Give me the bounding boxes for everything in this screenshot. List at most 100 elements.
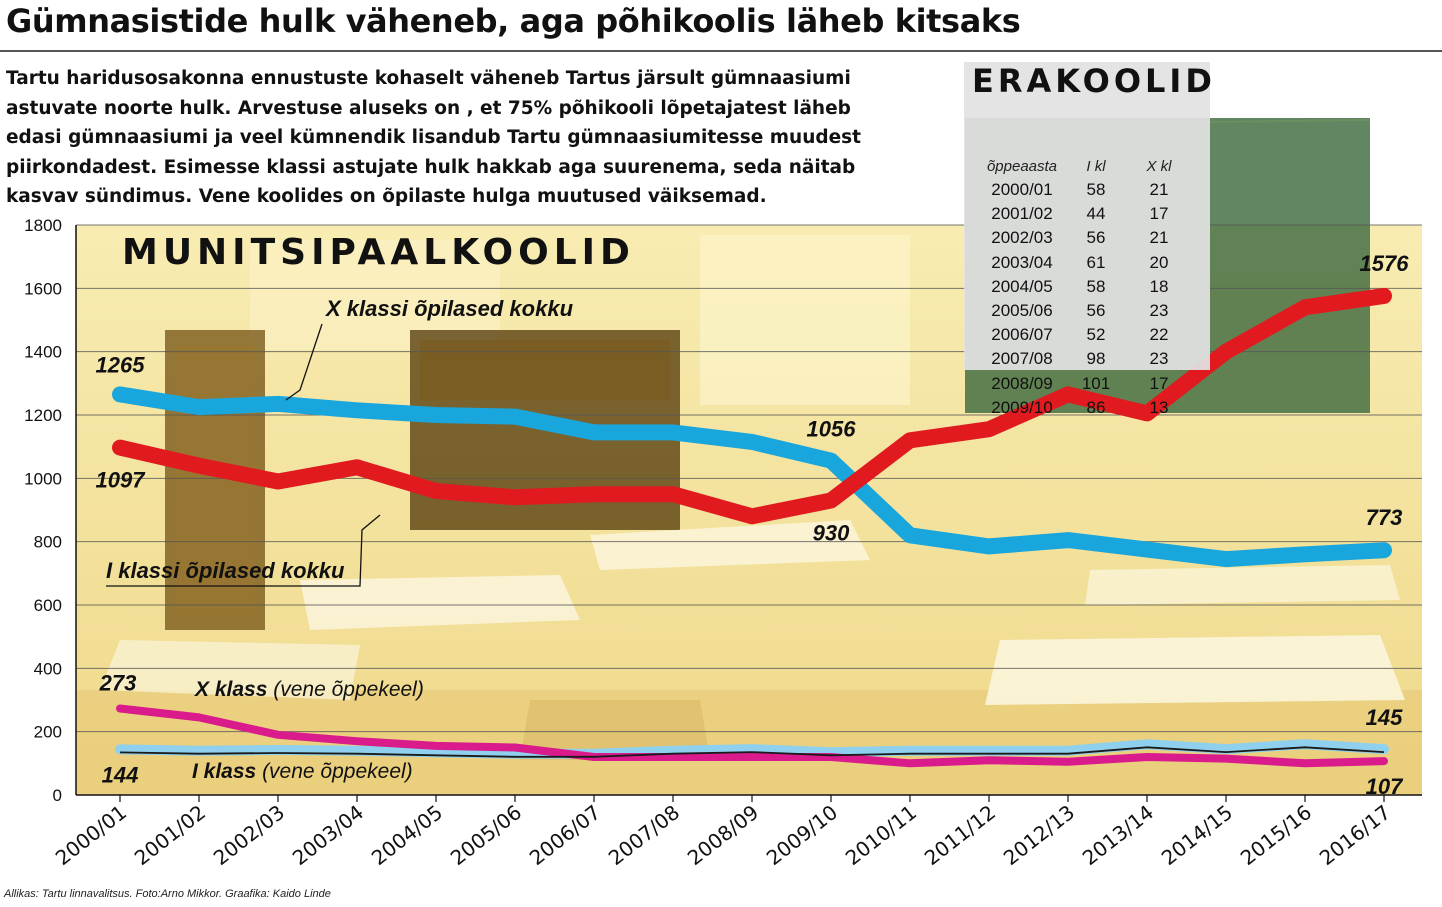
headline: Gümnasistide hulk väheneb, aga põhikooli… xyxy=(6,2,1021,40)
legend-leader-x-klass-kokku xyxy=(285,323,323,401)
y-tick-label: 200 xyxy=(34,723,62,742)
lede-line: edasi gümnaasiumi ja veel kümnendik lisa… xyxy=(6,127,862,148)
series-line xyxy=(115,739,1389,759)
y-gridlines xyxy=(76,224,1422,733)
data-labels: 1265 1097 1056 930 1576 773 273 144 145 107 xyxy=(96,251,1410,799)
x-tick-label: 2010/11 xyxy=(841,800,921,870)
legend-i-klass-kokku: I klassi õpilased kokku xyxy=(106,558,345,583)
headline-divider xyxy=(0,50,1442,52)
x-tick-label: 2008/09 xyxy=(683,800,763,870)
legend-i-klass-vene: I klass (vene õppekeel) xyxy=(192,760,413,783)
erakoolid-cell: 58 xyxy=(1086,180,1106,199)
erakoolid-cell: 17 xyxy=(1149,204,1169,224)
header-cell: I kl xyxy=(1086,158,1106,175)
erakoolid-cell: 2004/05 xyxy=(991,276,1053,296)
y-tick-label: 0 xyxy=(53,786,62,805)
legend-i-klass-vene-main: I klass xyxy=(192,760,262,783)
erakoolid-cell: 2001/02 xyxy=(991,204,1053,224)
erakoolid-row: 2003/04 61 20 xyxy=(964,253,1210,277)
erakoolid-cell: 2007/08 xyxy=(991,349,1053,369)
erakoolid-cell: 61 xyxy=(1086,252,1106,272)
y-tick-label: 1400 xyxy=(24,343,62,362)
lede-line: Tartu haridusosakonna ennustuste kohasel… xyxy=(6,68,851,89)
x-tick-label: 2014/15 xyxy=(1157,800,1237,870)
data-label: 1056 xyxy=(807,417,857,442)
erakoolid-cell: 2006/07 xyxy=(991,325,1053,345)
x-tick-label: 2005/06 xyxy=(446,800,526,870)
erakoolid-cell: 2002/03 xyxy=(991,228,1053,248)
x-tick-label: 2011/12 xyxy=(920,800,1000,870)
y-tick-label: 400 xyxy=(34,659,62,678)
annotations: MUNITSIPAALKOOLID X klassi õpilased kokk… xyxy=(106,232,635,783)
x-tick-label: 2003/04 xyxy=(288,800,368,870)
data-label: 107 xyxy=(1366,774,1404,799)
legend-i-klass-vene-sub: (vene õppekeel) xyxy=(262,760,413,783)
x-tick-label: 2002/03 xyxy=(209,800,289,870)
x-tick-label: 2006/07 xyxy=(525,800,605,870)
series-line xyxy=(116,704,1388,768)
erakoolid-cell: 22 xyxy=(1149,325,1169,345)
y-tick-label: 1600 xyxy=(24,279,62,298)
x-tick-label: 2012/13 xyxy=(999,800,1079,870)
erakoolid-cell: 2003/04 xyxy=(991,252,1053,272)
data-label: 773 xyxy=(1366,505,1403,530)
data-label: 930 xyxy=(813,521,850,546)
data-label: 145 xyxy=(1366,705,1403,730)
data-label: 144 xyxy=(102,762,139,787)
erakoolid-title: ERAKOOLID xyxy=(972,62,1216,100)
erakoolid-cell: 2008/09 xyxy=(991,373,1053,393)
erakoolid-row: 2001/02 44 17 xyxy=(964,204,1210,228)
chart-title: MUNITSIPAALKOOLID xyxy=(122,232,635,273)
erakoolid-cell: 44 xyxy=(1086,204,1106,224)
x-tick-label: 2000/01 xyxy=(51,800,131,870)
legend-x-klass-vene-sub: (vene õppekeel) xyxy=(273,678,424,701)
data-label: 1265 xyxy=(96,352,146,377)
erakoolid-cell: 23 xyxy=(1149,349,1169,369)
source-credit: Allikas: Tartu linnavalitsus. Foto:Arno … xyxy=(4,888,331,900)
erakoolid-cell: 21 xyxy=(1149,228,1169,248)
erakoolid-row: 2006/07 52 22 xyxy=(964,325,1210,349)
x-tick-label: 2007/08 xyxy=(604,800,684,870)
erakoolid-cell: 101 xyxy=(1081,373,1111,393)
erakoolid-cell: 23 xyxy=(1149,301,1169,320)
y-tick-label: 1200 xyxy=(24,406,62,425)
y-tick-label: 1800 xyxy=(24,216,62,235)
erakoolid-cell: 2005/06 xyxy=(991,301,1053,320)
erakoolid-cell: 56 xyxy=(1086,301,1106,320)
y-tick-label: 1000 xyxy=(24,469,62,488)
data-label: 1097 xyxy=(96,468,147,493)
lede-paragraph: Tartu haridusosakonna ennustuste kohasel… xyxy=(6,64,956,212)
legend-x-klass-vene-main: X klass xyxy=(194,678,273,701)
x-tick-label: 2016/17 xyxy=(1315,800,1395,870)
erakoolid-row: 2000/01 58 21 xyxy=(964,180,1210,204)
erakoolid-row: 2002/03 56 21 xyxy=(964,228,1210,252)
lede-line: astuvate noorte hulk. Arvestuse aluseks … xyxy=(6,97,851,119)
header-cell: õppeaasta xyxy=(986,158,1058,175)
erakoolid-cell: 98 xyxy=(1086,349,1106,369)
erakoolid-cell: 2009/10 xyxy=(991,397,1053,417)
erakoolid-table: ERAKOOLID õppeaasta I kl X kl 2000/01 58 2… xyxy=(964,62,1212,417)
erakoolid-row: 2009/10 86 13 xyxy=(964,398,1210,422)
erakoolid-cell: 58 xyxy=(1086,276,1106,296)
x-tick-label: 2004/05 xyxy=(367,800,447,870)
erakoolid-cell: 52 xyxy=(1086,325,1106,345)
erakoolid-row: 2008/09 101 17 xyxy=(964,374,1210,398)
legend-leader-i-klass-kokku xyxy=(106,514,381,587)
series-line xyxy=(112,287,1392,525)
erakoolid-cell: 18 xyxy=(1149,276,1169,296)
erakoolid-row: 2004/05 58 18 xyxy=(964,277,1210,301)
erakoolid-header-row: õppeaasta I kl X kl xyxy=(964,158,1210,182)
erakoolid-cell: 2000/01 xyxy=(991,180,1053,199)
x-tick-label: 2009/10 xyxy=(762,800,842,870)
erakoolid-cell: 21 xyxy=(1149,180,1169,199)
legend-x-klass-vene: X klass (vene õppekeel) xyxy=(194,678,424,701)
erakoolid-cell: 20 xyxy=(1149,252,1169,272)
x-tick-label: 2013/14 xyxy=(1078,800,1158,870)
x-tick-label: 2015/16 xyxy=(1236,800,1316,870)
header-cell: X kl xyxy=(1146,158,1172,175)
erakoolid-cell: 86 xyxy=(1086,397,1106,417)
erakoolid-row: 2007/08 98 23 xyxy=(964,349,1210,373)
y-tick-label: 800 xyxy=(34,533,62,552)
series-line xyxy=(112,386,1392,568)
erakoolid-cell: 13 xyxy=(1149,397,1169,417)
